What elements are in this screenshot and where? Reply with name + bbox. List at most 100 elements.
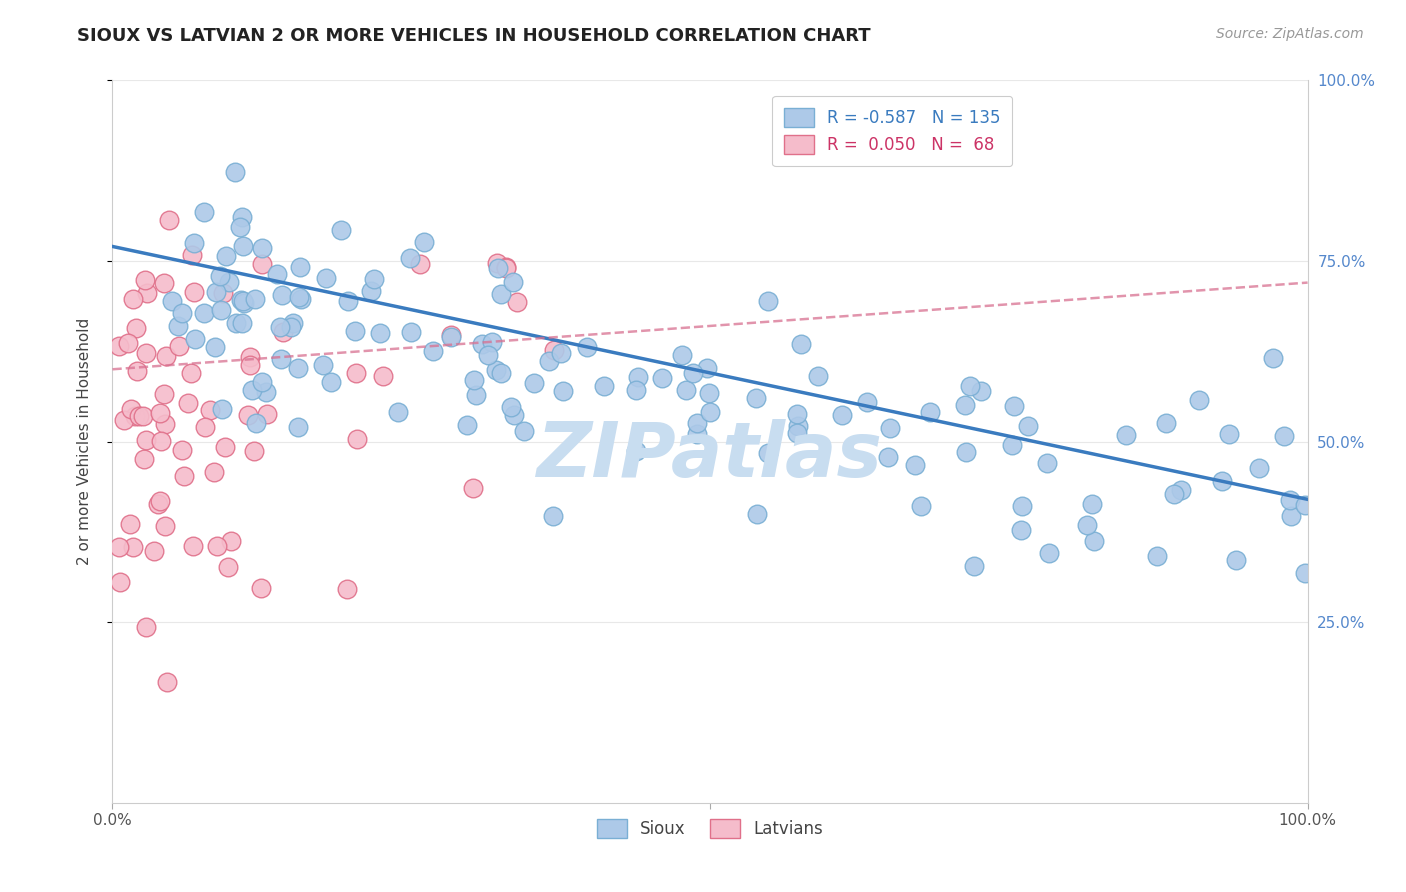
Point [245, 416, 267, 430]
Point [193, 205, 215, 219]
Point [128, 409, 150, 424]
Point [1080, 497, 1102, 511]
Point [363, 271, 385, 285]
Point [401, 325, 423, 339]
Point [1038, 546, 1060, 560]
Point [193, 306, 215, 320]
Point [955, 445, 977, 459]
Point [250, 582, 273, 596]
Point [756, 446, 779, 460]
Point [787, 418, 810, 433]
Point [485, 363, 508, 377]
Point [1011, 500, 1033, 514]
Point [699, 405, 721, 419]
Point [239, 351, 262, 365]
Point [523, 376, 546, 391]
Point [440, 330, 463, 344]
Point [183, 285, 205, 300]
Point [346, 433, 368, 447]
Point [360, 284, 382, 298]
Point [132, 409, 155, 424]
Point [135, 286, 157, 301]
Point [167, 318, 190, 333]
Text: SIOUX VS LATVIAN 2 OR MORE VEHICLES IN HOUSEHOLD CORRELATION CHART: SIOUX VS LATVIAN 2 OR MORE VEHICLES IN H… [77, 27, 870, 45]
Point [756, 293, 779, 308]
Point [543, 343, 565, 357]
Point [344, 366, 367, 380]
Point [336, 293, 359, 308]
Point [135, 433, 157, 447]
Point [651, 370, 673, 384]
Point [232, 293, 254, 308]
Point [1036, 456, 1059, 470]
Point [953, 398, 976, 412]
Point [231, 293, 253, 307]
Point [218, 275, 240, 289]
Point [1163, 487, 1185, 501]
Point [506, 294, 529, 309]
Point [1017, 419, 1039, 434]
Point [877, 450, 900, 464]
Point [675, 383, 697, 397]
Text: ZIPatlas: ZIPatlas [537, 419, 883, 493]
Point [288, 290, 311, 304]
Point [959, 378, 981, 392]
Point [745, 391, 768, 405]
Point [287, 419, 309, 434]
Point [243, 292, 266, 306]
Point [686, 427, 709, 442]
Point [219, 533, 242, 548]
Point [626, 383, 648, 397]
Point [256, 407, 278, 421]
Point [149, 494, 172, 508]
Point [489, 286, 512, 301]
Point [231, 210, 253, 224]
Point [1278, 493, 1301, 508]
Point [370, 326, 392, 340]
Point [1261, 351, 1284, 365]
Point [550, 345, 572, 359]
Point [287, 360, 309, 375]
Point [194, 419, 217, 434]
Point [181, 540, 204, 554]
Point [155, 349, 177, 363]
Point [786, 407, 808, 421]
Point [491, 366, 513, 380]
Point [624, 444, 647, 458]
Point [180, 248, 202, 262]
Point [121, 292, 143, 306]
Point [1249, 461, 1271, 475]
Point [745, 508, 768, 522]
Point [183, 235, 205, 250]
Point [904, 458, 927, 472]
Point [464, 388, 486, 402]
Point [252, 257, 274, 271]
Point [211, 402, 233, 417]
Point [463, 373, 485, 387]
Y-axis label: 2 or more Vehicles in Household: 2 or more Vehicles in Household [77, 318, 91, 566]
Point [288, 260, 311, 274]
Point [502, 275, 524, 289]
Point [373, 368, 395, 383]
Point [132, 451, 155, 466]
Point [471, 337, 494, 351]
Point [456, 418, 478, 433]
Point [266, 267, 288, 281]
Point [321, 375, 343, 389]
Point [477, 348, 499, 362]
Point [1294, 499, 1316, 513]
Point [283, 316, 305, 330]
Point [1115, 428, 1137, 442]
Point [232, 239, 254, 253]
Point [107, 339, 129, 353]
Text: Source: ZipAtlas.com: Source: ZipAtlas.com [1216, 27, 1364, 41]
Point [344, 324, 367, 338]
Point [224, 165, 246, 179]
Point [124, 409, 146, 424]
Point [160, 293, 183, 308]
Point [1294, 566, 1316, 581]
Point [312, 358, 335, 372]
Point [513, 424, 536, 438]
Point [157, 213, 180, 227]
Point [1225, 553, 1247, 567]
